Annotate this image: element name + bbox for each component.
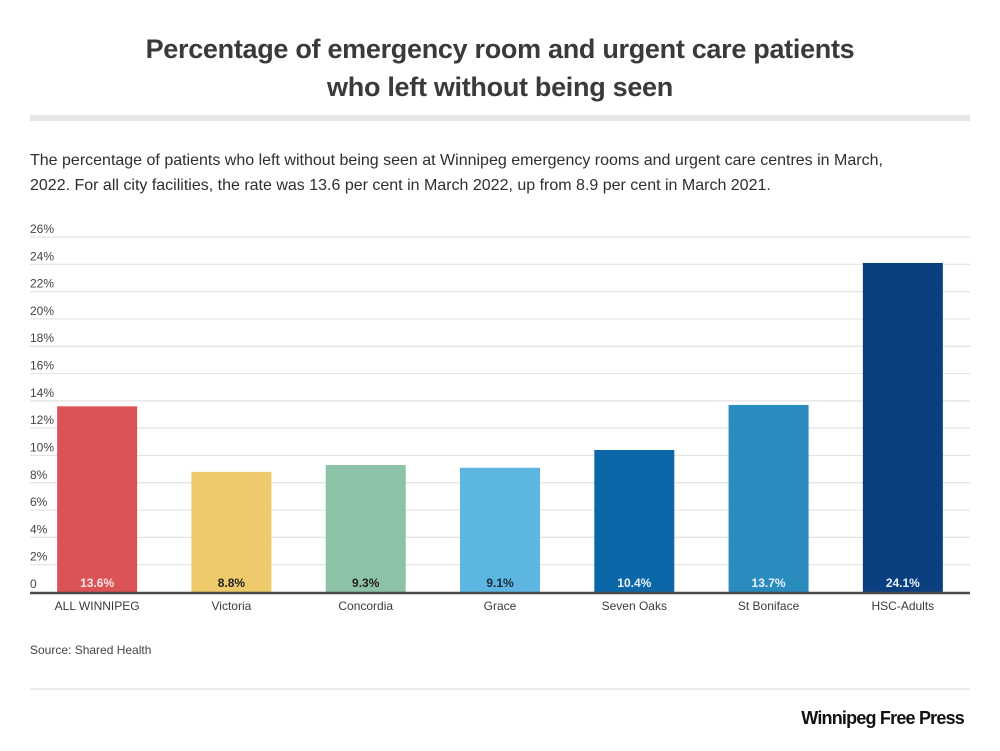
bar-grace xyxy=(460,467,540,592)
publisher-logo: Winnipeg Free Press xyxy=(801,708,965,728)
y-tick-label: 14% xyxy=(30,386,54,400)
y-tick-label: 10% xyxy=(30,440,54,454)
bars xyxy=(57,262,943,592)
y-tick-label: 16% xyxy=(30,359,54,373)
bar-hsc-adults xyxy=(862,262,943,592)
x-category-label: ALL WINNIPEG xyxy=(55,599,140,613)
chart-title-line-1: Percentage of emergency room and urgent … xyxy=(145,34,855,64)
bar-value-label: 13.6% xyxy=(80,576,114,590)
bar-value-label: 24.1% xyxy=(886,576,920,590)
y-tick-label: 2% xyxy=(30,550,48,564)
bar-victoria xyxy=(191,471,272,592)
footer-divider xyxy=(30,688,970,690)
bar-all-winnipeg xyxy=(57,406,138,592)
bar-concordia xyxy=(325,465,406,592)
bar-seven-oaks xyxy=(594,450,675,592)
x-axis-category-labels: ALL WINNIPEG Victoria Concordia Grace Seven … xyxy=(55,599,935,613)
chart-subtitle-line-2: 2022. For all city facilities, the rate … xyxy=(30,177,771,194)
chart-title-line-2: who left without being seen xyxy=(327,72,673,102)
y-axis-tick-labels: 0 2% 4% 6% 8% 10% 12% 14% 16% 18% 20% 22% 24% 26% xyxy=(30,222,54,591)
y-tick-label: 24% xyxy=(30,249,54,263)
chart-subtitle: The percentage of patients who left with… xyxy=(30,148,970,198)
chart-title: Percentage of emergency room and urgent … xyxy=(0,30,1000,106)
bar-value-label: 9.1% xyxy=(486,576,514,590)
chart-subtitle-line-1: The percentage of patients who left with… xyxy=(30,152,883,169)
y-tick-label: 6% xyxy=(30,495,48,509)
bar-value-label: 9.3% xyxy=(352,576,380,590)
y-tick-label: 8% xyxy=(30,468,48,482)
y-tick-label: 18% xyxy=(30,331,54,345)
x-category-label: Concordia xyxy=(338,599,393,613)
y-tick-label: 22% xyxy=(30,277,54,291)
y-tick-label: 0 xyxy=(30,577,37,591)
y-tick-label: 20% xyxy=(30,304,54,318)
x-category-label: HSC-Adults xyxy=(872,599,935,613)
y-tick-label: 26% xyxy=(30,222,54,236)
bar-chart: 0 2% 4% 6% 8% 10% 12% 14% 16% 18% 20% 22% 24% 26% 13.… xyxy=(30,222,970,613)
gridlines xyxy=(30,236,970,566)
bar-st-boniface xyxy=(728,404,809,592)
title-divider xyxy=(30,115,970,121)
x-category-label: Seven Oaks xyxy=(602,599,667,613)
y-tick-label: 4% xyxy=(30,522,48,536)
bar-value-label: 10.4% xyxy=(617,576,651,590)
bar-value-label: 8.8% xyxy=(218,576,246,590)
bar-value-label: 13.7% xyxy=(752,576,786,590)
source-note: Source: Shared Health xyxy=(30,643,152,657)
x-category-label: St Boniface xyxy=(738,599,800,613)
y-tick-label: 12% xyxy=(30,413,54,427)
x-category-label: Grace xyxy=(484,599,517,613)
bar-value-labels: 13.6% 8.8% 9.3% 9.1% 10.4% 13.7% 24.1% xyxy=(80,576,920,590)
x-category-label: Victoria xyxy=(212,599,252,613)
